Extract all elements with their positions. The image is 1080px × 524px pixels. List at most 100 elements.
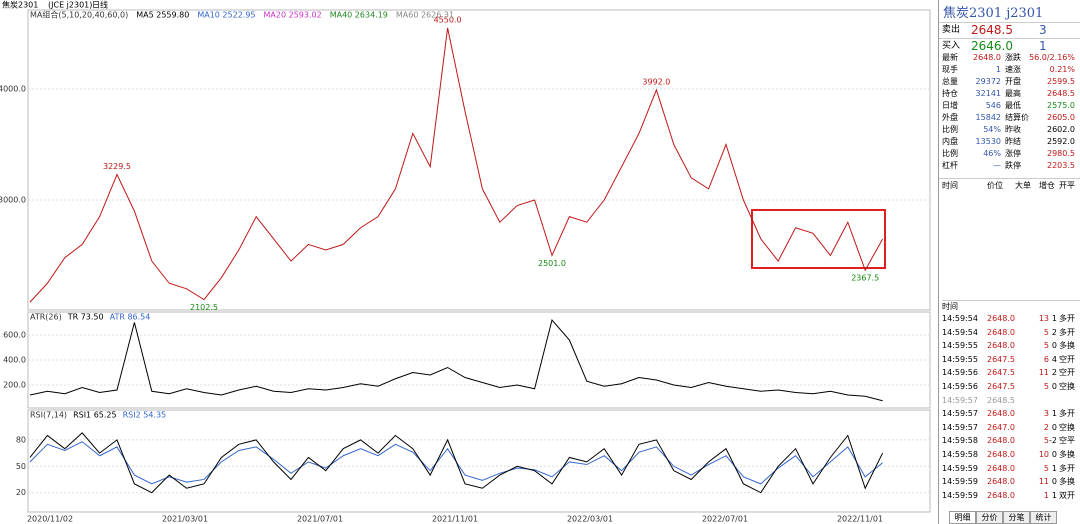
tick-cell: 14:59:59 — [942, 463, 978, 473]
tick-cell: 13 — [1038, 314, 1049, 323]
rsi-legend: RSI1 65.25 — [73, 411, 117, 420]
column-header: 时间 价位 大单 增仓 开平 — [939, 178, 1080, 192]
stat-row: 现手 1 速涨 0.21% — [939, 64, 1080, 76]
tick-cell: 6 — [1043, 354, 1049, 364]
stat-row: 内盘 13530 昨结 2592.0 — [939, 136, 1080, 148]
tick-cell: 14:59:56 — [942, 368, 978, 378]
y-tick-label: 3000.0 — [0, 196, 26, 205]
tick-row: 14:59:57 2648.5 — [939, 394, 1080, 407]
rsi-panel — [27, 409, 931, 513]
quote-panel: 焦炭2301 j2301 卖出 2648.5 3 买入 2646.0 1 最新 2648.0 涨跌… — [938, 0, 1080, 524]
stat-value: 2602.0 — [1047, 125, 1075, 134]
tick-cell: 双开 — [1059, 490, 1075, 500]
tick-cell: 14:59:57 — [942, 395, 978, 405]
tick-cell: 2647.5 — [987, 354, 1015, 364]
stat-value: 2599.5 — [1047, 77, 1075, 86]
ma-legend: MA40 2634.19 — [330, 11, 388, 20]
stat-label: 外盘 — [942, 113, 958, 122]
tick-cell: 4 — [1051, 354, 1057, 364]
stat-value: 546 — [985, 101, 1001, 110]
highlight-box — [751, 209, 886, 269]
tick-row: 14:59:56 2647.5 11 2 空开 — [939, 366, 1080, 379]
x-tick-label: 2022/03/01 — [567, 515, 613, 524]
ma-legend: MA5 2559.80 — [136, 11, 189, 20]
stat-value: 1 — [995, 65, 1001, 74]
tab[interactable]: 分笔 — [1003, 511, 1030, 524]
tick-cell: 2648.0 — [987, 477, 1015, 487]
tick-cell: 1 — [1051, 314, 1057, 323]
tick-row: 14:59:57 2647.0 2 0 空换 — [939, 421, 1080, 434]
tick-cell: 空开 — [1059, 368, 1075, 378]
tick-cell: 14:59:57 — [942, 422, 978, 432]
price: 2648.5 — [971, 23, 1013, 37]
title: 焦炭2301 — [2, 0, 38, 10]
stat-row: 比例 54% 昨收 2602.0 — [939, 124, 1080, 136]
rsi-legend: RSI2 54.35 — [123, 411, 167, 420]
atr-legend: ATR 86.54 — [110, 313, 151, 322]
code: (JCE j2301) — [48, 1, 92, 10]
stat-label: 日增 — [942, 101, 958, 110]
chart-area: 焦炭2301 (JCE j2301) 日线 3000.0 4000.0 3229.5… — [0, 0, 931, 524]
tick-cell: 14:59:58 — [942, 436, 978, 446]
tick-cell: 0 — [1051, 422, 1057, 432]
tick-cell: 5 — [1043, 463, 1049, 473]
tick-cell: 5 — [1043, 327, 1049, 337]
y-tick-label: 600.0 — [3, 331, 26, 340]
tick-cell: 2 — [1051, 327, 1057, 337]
tick-cell: 2648.0 — [987, 314, 1015, 323]
tick-cell: 2647.5 — [987, 368, 1015, 378]
price-annotation: 3992.0 — [642, 77, 670, 86]
tick-cell: 3 — [1043, 409, 1049, 419]
tick-cell: 2648.5 — [987, 395, 1015, 405]
tab[interactable]: 统计 — [1030, 511, 1057, 524]
stat-value: 0.21% — [1049, 65, 1075, 74]
ma-legend: MA组合(5,10,20,40,60,0) — [30, 10, 128, 20]
stat-label: 持仓 — [942, 89, 958, 98]
tab[interactable]: 分价 — [976, 511, 1003, 524]
stat-value: 2980.5 — [1047, 149, 1075, 158]
stat-label: 最低 — [1005, 101, 1021, 110]
stat-label: 涨跌 — [1005, 53, 1021, 62]
tick-cell: 14:59:59 — [942, 477, 978, 487]
label: 买入 — [942, 41, 961, 51]
stat-value: 54% — [983, 125, 1001, 134]
stat-value: 32141 — [975, 89, 1001, 98]
tick-cell: 1 — [1051, 490, 1057, 500]
tick-cell: 2648.0 — [987, 436, 1015, 446]
price-annotation: 2367.5 — [851, 274, 879, 283]
stat-label: 最高 — [1005, 89, 1021, 98]
tick-row: 14:59:54 2648.0 5 2 多开 — [939, 326, 1080, 339]
period: 日线 — [92, 0, 108, 10]
y-tick-label: 4000.0 — [0, 85, 26, 94]
tick-cell: 0 — [1051, 477, 1057, 487]
tick-cell: 空换 — [1059, 422, 1075, 432]
tick-cell: 空平 — [1059, 436, 1075, 446]
ma-legend: MA60 2626.31 — [396, 11, 454, 20]
price-annotation: 4550.0 — [434, 15, 462, 24]
tick-cell: 2647.0 — [987, 422, 1015, 432]
stat-value: 2575.0 — [1047, 101, 1075, 110]
tick-cell: 0 — [1051, 382, 1057, 391]
tick-cell: 5 — [1043, 382, 1049, 391]
stat-value: 2605.0 — [1047, 113, 1075, 122]
atr-panel — [27, 311, 931, 409]
tab[interactable]: 明细 — [949, 511, 976, 524]
price-annotation: 2102.5 — [190, 303, 218, 312]
stat-label: 开盘 — [1005, 77, 1021, 86]
tick-cell: 14:59:56 — [942, 382, 978, 391]
tick-row: 14:59:57 2648.0 3 1 多开 — [939, 407, 1080, 420]
price: 2646.0 — [971, 39, 1013, 53]
y-tick-label: 20 — [16, 488, 26, 497]
stat-row: 杠杆 — 跌停 2203.5 — [939, 160, 1080, 172]
stat-label: 现手 — [942, 65, 958, 74]
tick-row: 14:59:59 2648.0 11 0 多换 — [939, 475, 1080, 488]
stat-label: 杠杆 — [942, 161, 958, 170]
stat-label: 内盘 — [942, 137, 958, 146]
tick-cell: 2648.0 — [987, 450, 1015, 459]
tick-cell: 多开 — [1059, 463, 1075, 473]
stat-row: 总量 29372 开盘 2599.5 — [939, 76, 1080, 88]
stat-row: 日增 546 最低 2575.0 — [939, 100, 1080, 112]
price-annotation: 2501.0 — [538, 259, 566, 268]
atr-legend: ATR(26) — [30, 313, 62, 322]
tick-cell: 14:59:55 — [942, 341, 978, 351]
